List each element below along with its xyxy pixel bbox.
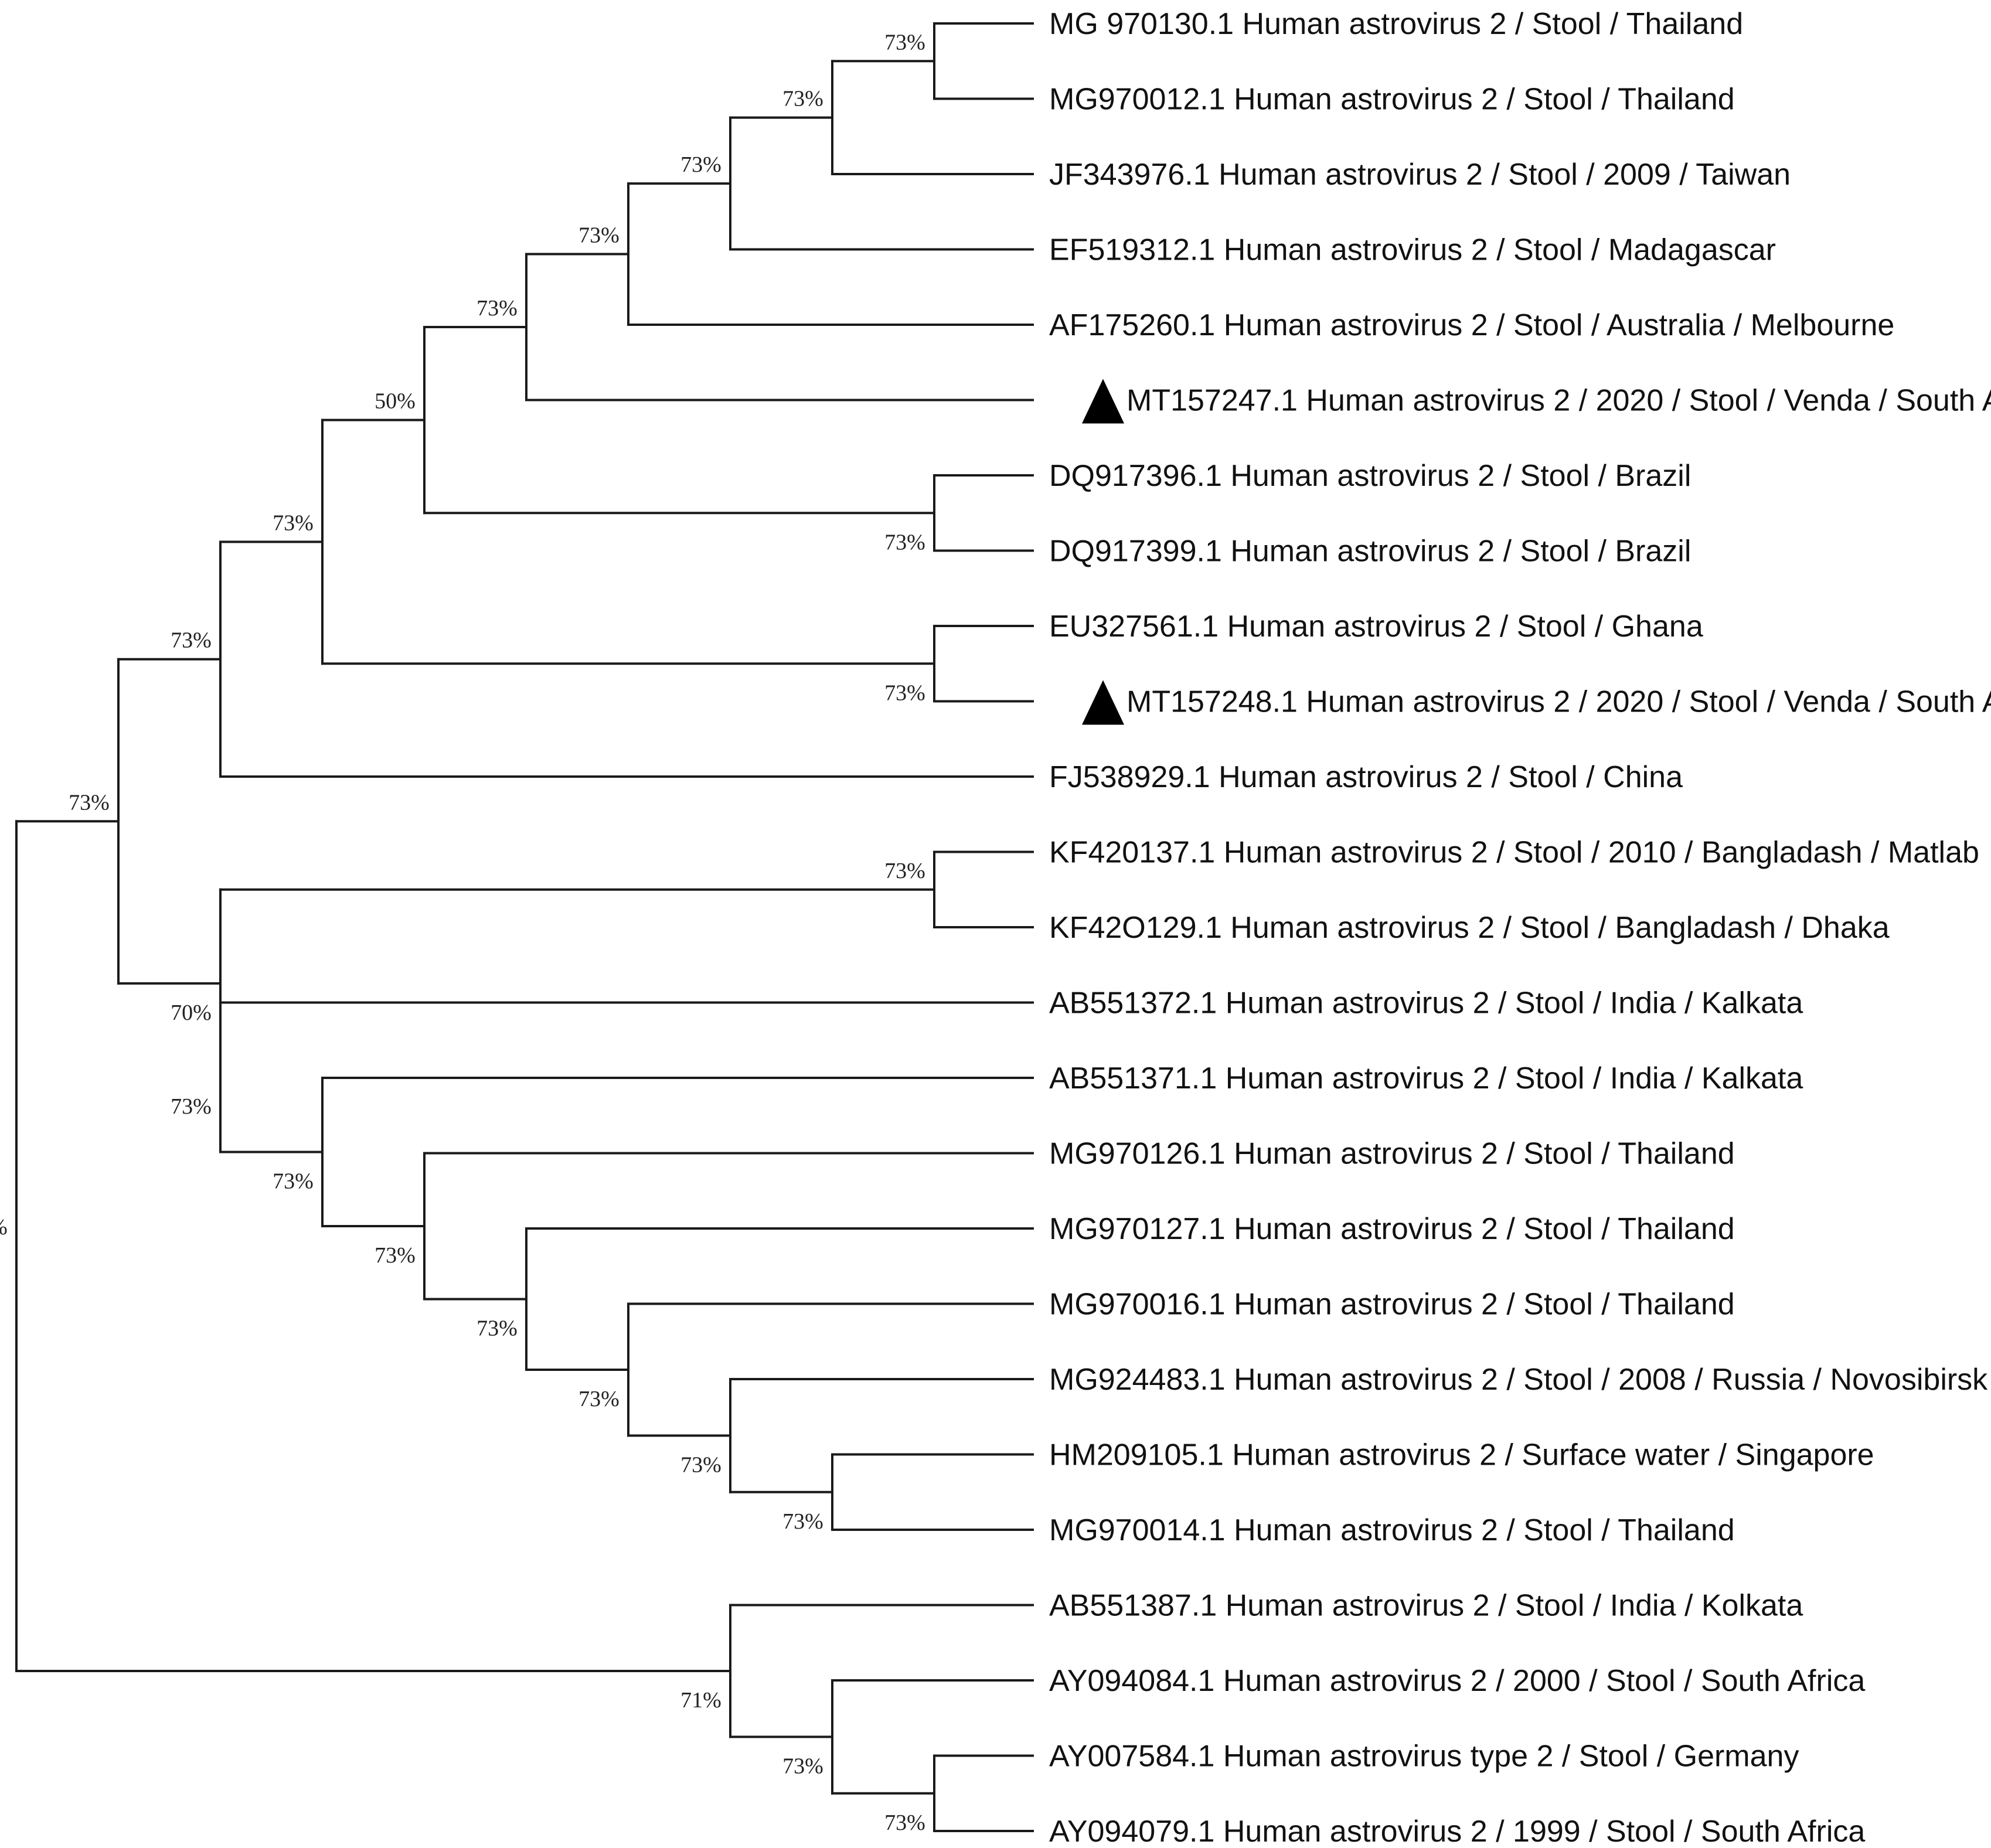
leaf-label: DQ917396.1 Human astrovirus 2 / Stool / … — [1049, 459, 1691, 493]
leaf-label: AB551387.1 Human astrovirus 2 / Stool / … — [1049, 1589, 1803, 1623]
leaf-label: MG970014.1 Human astrovirus 2 / Stool / … — [1049, 1513, 1735, 1547]
leaf-label: KF42O129.1 Human astrovirus 2 / Stool / … — [1049, 911, 1890, 945]
bootstrap-support-label: 73% — [477, 296, 518, 321]
leaf-label: EF519312.1 Human astrovirus 2 / Stool / … — [1049, 233, 1776, 267]
bootstrap-support-label: 73% — [782, 1509, 823, 1534]
leaf-label: MG970012.1 Human astrovirus 2 / Stool / … — [1049, 83, 1735, 117]
leaf-label: FJ538929.1 Human astrovirus 2 / Stool / … — [1049, 760, 1683, 794]
bootstrap-support-label: 73% — [782, 1754, 823, 1778]
leaf-label: KF420137.1 Human astrovirus 2 / Stool / … — [1049, 836, 1979, 870]
bootstrap-support-label: 73% — [884, 1810, 925, 1835]
bootstrap-support-label: 73% — [273, 511, 314, 535]
leaf-label: DQ917399.1 Human astrovirus 2 / Stool / … — [1049, 535, 1691, 569]
leaf-label: AY094079.1 Human astrovirus 2 / 1999 / S… — [1049, 1815, 1865, 1848]
bootstrap-support-label: 73% — [782, 87, 823, 111]
bootstrap-support-label: 73% — [477, 1316, 518, 1340]
leaf-label: AY007584.1 Human astrovirus type 2 / Sto… — [1049, 1740, 1799, 1774]
leaf-label: AB551371.1 Human astrovirus 2 / Stool / … — [1049, 1061, 1803, 1095]
bootstrap-support-label: 73% — [680, 152, 721, 177]
leaf-label: MT157247.1 Human astrovirus 2 / 2020 / S… — [1126, 384, 1991, 418]
bootstrap-support-label: 73% — [884, 859, 925, 883]
bootstrap-support-label: 73% — [884, 530, 925, 554]
leaf-label: HM209105.1 Human astrovirus 2 / Surface … — [1049, 1438, 1874, 1472]
bootstrap-support-label: 73% — [884, 30, 925, 55]
leaf-label: MT157248.1 Human astrovirus 2 / 2020 / S… — [1126, 685, 1991, 719]
study-sample-triangle-icon — [1082, 379, 1124, 424]
leaf-label: AY094084.1 Human astrovirus 2 / 2000 / S… — [1049, 1664, 1865, 1698]
bootstrap-support-label: 73% — [69, 790, 110, 815]
bootstrap-support-label: 73% — [884, 680, 925, 705]
bootstrap-support-label: 73% — [171, 628, 212, 653]
study-sample-triangle-icon — [1082, 680, 1124, 725]
leaf-label: MG 970130.1 Human astrovirus 2 / Stool /… — [1049, 7, 1743, 41]
leaf-label: MG970126.1 Human astrovirus 2 / Stool / … — [1049, 1137, 1735, 1171]
leaf-label: JF343976.1 Human astrovirus 2 / Stool / … — [1049, 158, 1791, 192]
bootstrap-support-label: 73% — [578, 223, 620, 248]
bootstrap-support-label: 73% — [375, 1243, 416, 1268]
bootstrap-support-label: 73% — [680, 1452, 721, 1477]
leaf-label: MG970016.1 Human astrovirus 2 / Stool / … — [1049, 1288, 1735, 1322]
bootstrap-support-label: 73% — [171, 1094, 212, 1119]
bootstrap-support-label: 71% — [680, 1688, 721, 1713]
leaf-label: MG970127.1 Human astrovirus 2 / Stool / … — [1049, 1212, 1735, 1246]
leaf-label: AB551372.1 Human astrovirus 2 / Stool / … — [1049, 986, 1803, 1020]
leaf-label: EU327561.1 Human astrovirus 2 / Stool / … — [1049, 610, 1703, 644]
bootstrap-support-label: 73% — [273, 1169, 314, 1193]
bootstrap-support-label: 70% — [171, 1000, 212, 1025]
bootstrap-support-label: 50% — [375, 389, 416, 414]
leaf-label: MG924483.1 Human astrovirus 2 / Stool / … — [1049, 1363, 1988, 1397]
bootstrap-support-label: 73% — [0, 1215, 8, 1240]
leaf-label: AF175260.1 Human astrovirus 2 / Stool / … — [1049, 308, 1894, 342]
bootstrap-support-label: 73% — [578, 1387, 620, 1411]
